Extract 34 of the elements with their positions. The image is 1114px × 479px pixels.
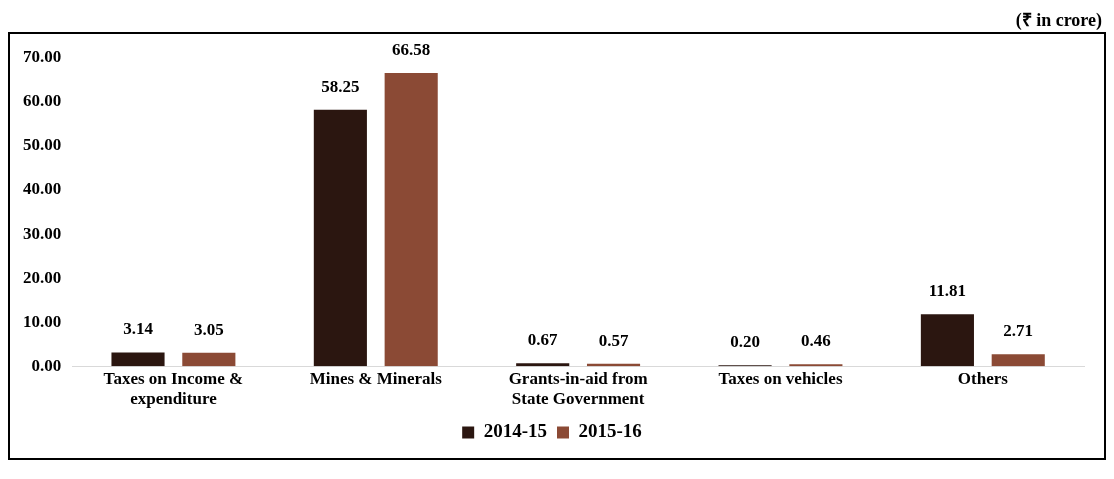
y-tick-label: 60.00 (23, 91, 62, 111)
x-tick-label: Taxes on vehicles (718, 368, 843, 388)
data-label: 0.46 (801, 331, 831, 351)
data-label: 66.58 (392, 39, 431, 59)
bar (182, 352, 236, 367)
y-tick-label: 10.00 (23, 311, 62, 331)
x-tick-label: Others (957, 368, 1009, 388)
x-tick-label: Mines & Minerals (309, 368, 443, 388)
bar (991, 354, 1045, 367)
x-tick-label: Grants-in-aid from State Government (508, 368, 648, 409)
data-label: 11.81 (928, 281, 967, 301)
data-label: 0.57 (598, 330, 629, 350)
data-label: 3.05 (193, 319, 224, 339)
data-label: 0.67 (527, 330, 559, 350)
bar (313, 109, 367, 367)
bar (111, 352, 165, 367)
x-tick-label: Taxes on Income & expenditure (103, 368, 244, 409)
data-label: 2.71 (1003, 321, 1034, 341)
bar (920, 314, 974, 367)
bar (384, 73, 438, 367)
y-tick-label: 50.00 (23, 135, 62, 155)
y-tick-label: 30.00 (23, 223, 62, 243)
y-tick-label: 70.00 (23, 47, 62, 67)
data-label: 3.14 (123, 319, 154, 339)
legend-label: 2014-15 (483, 420, 547, 442)
y-tick-label: 20.00 (23, 267, 62, 287)
text: (₹ in crore) (1015, 10, 1102, 30)
legend-label: 2015-16 (578, 420, 642, 442)
data-label: 0.20 (730, 332, 760, 352)
bar (789, 364, 843, 367)
y-tick-label: 0.00 (31, 355, 62, 375)
bar (516, 363, 570, 367)
data-label: 58.25 (321, 76, 360, 96)
y-tick-label: 40.00 (23, 179, 62, 199)
